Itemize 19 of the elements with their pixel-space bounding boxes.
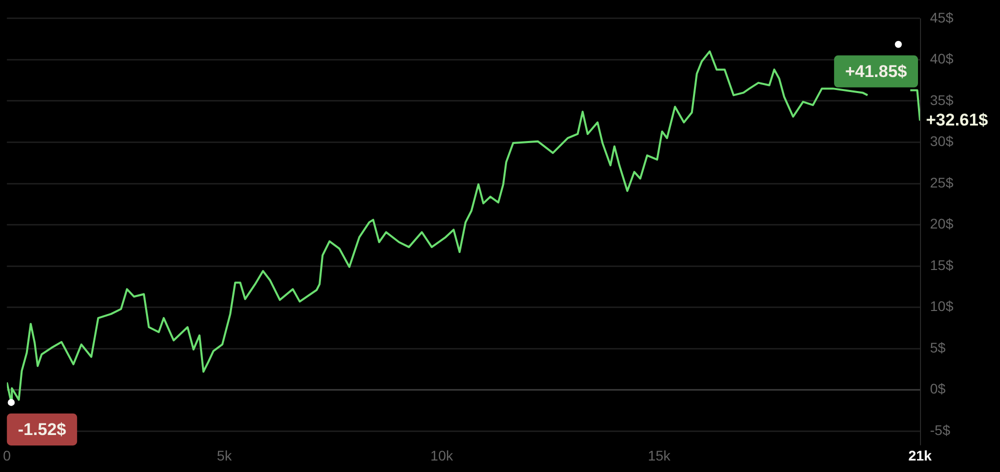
annotation: -1.52$ xyxy=(18,420,67,440)
x-tick-label: 15k xyxy=(648,447,672,464)
y-tick-label: 5$ xyxy=(930,339,946,356)
annotation: +41.85$ xyxy=(845,62,908,82)
x-tick-label: 21k xyxy=(908,447,932,464)
y-tick-label: 20$ xyxy=(930,216,954,232)
x-tick-label: 10k xyxy=(430,447,454,464)
y-tick-label: 35$ xyxy=(930,92,954,108)
y-tick-label: 45$ xyxy=(930,9,954,26)
y-tick-label: 30$ xyxy=(930,133,954,150)
y-tick-label: 0$ xyxy=(930,380,946,397)
annotation: +32.61$ xyxy=(926,110,988,130)
y-tick-label: -5$ xyxy=(930,422,950,438)
x-tick-label: 5k xyxy=(216,447,233,464)
y-tick-label: 40$ xyxy=(930,50,954,67)
x-tick-label: 0 xyxy=(2,447,11,464)
y-tick-label: 25$ xyxy=(930,174,954,190)
y-tick-label: 10$ xyxy=(930,298,954,314)
y-tick-label: 15$ xyxy=(930,256,954,273)
